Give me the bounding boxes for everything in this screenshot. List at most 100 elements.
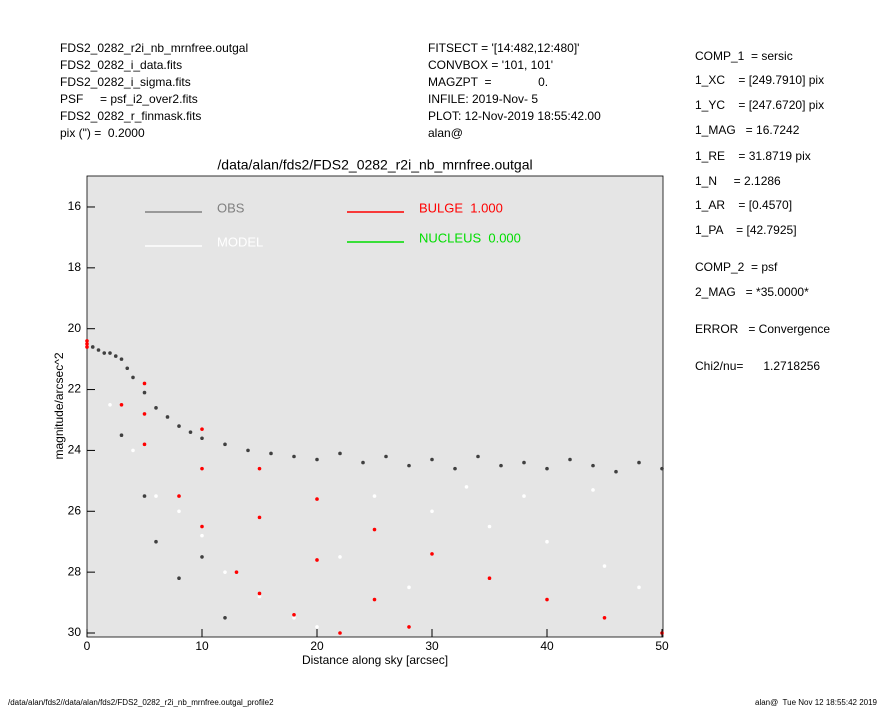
- info-line: COMP_1 = sersic: [695, 49, 793, 63]
- data-point: [407, 585, 411, 590]
- data-point: [142, 390, 147, 395]
- data-point: [545, 539, 549, 544]
- plot-area: [86, 175, 664, 638]
- data-point: [292, 454, 296, 459]
- data-point: [602, 564, 607, 568]
- y-tick-label: 20: [68, 321, 82, 335]
- data-point: [315, 558, 319, 562]
- info-line: 2_MAG = *35.0000*: [695, 285, 809, 299]
- data-point: [338, 451, 342, 456]
- x-tick-label: 10: [195, 639, 209, 653]
- data-point: [96, 348, 101, 352]
- data-point: [246, 448, 250, 453]
- data-point: [119, 357, 124, 361]
- data-point: [384, 454, 388, 459]
- header-line: FITSECT = '[14:482,12:480]': [428, 41, 579, 55]
- y-tick-label: 22: [68, 382, 82, 396]
- data-point: [90, 345, 95, 349]
- x-tick-label: 40: [540, 639, 554, 653]
- header-line: alan@: [428, 126, 463, 140]
- data-point: [487, 524, 492, 529]
- legend-label: NUCLEUS 0.000: [419, 230, 521, 245]
- data-point: [177, 576, 181, 581]
- info-line: 1_RE = 31.8719 pix: [695, 149, 811, 163]
- data-point: [85, 345, 89, 349]
- data-point: [292, 612, 296, 617]
- data-point: [188, 430, 193, 434]
- x-tick-label: 30: [425, 639, 439, 653]
- data-point: [660, 466, 664, 471]
- data-point: [591, 488, 595, 492]
- footer-left: /data/alan/fds2//data/alan/fds2/FDS2_028…: [8, 698, 274, 707]
- data-point: [637, 460, 641, 465]
- data-point: [142, 412, 147, 416]
- data-point: [361, 460, 365, 465]
- data-point: [108, 402, 112, 407]
- y-tick-label: 18: [68, 260, 82, 274]
- data-point: [614, 469, 618, 474]
- data-point: [372, 494, 377, 498]
- x-tick-label: 0: [84, 639, 91, 653]
- data-point: [108, 351, 112, 355]
- data-point: [223, 615, 227, 620]
- data-point: [223, 570, 227, 574]
- points: [85, 339, 664, 635]
- data-point: [499, 463, 503, 468]
- data-point: [568, 457, 572, 462]
- data-point: [372, 597, 377, 602]
- legend-label: MODEL: [217, 234, 263, 249]
- header-line: FDS2_0282_r2i_nb_mrnfree.outgal: [60, 41, 248, 55]
- data-point: [407, 625, 411, 629]
- x-tick-label: 50: [655, 639, 669, 653]
- data-point: [315, 497, 319, 501]
- info-line: 1_MAG = 16.7242: [695, 123, 800, 137]
- data-point: [602, 615, 607, 620]
- data-point: [200, 524, 204, 529]
- data-point: [131, 448, 135, 453]
- info-line: Chi2/nu= 1.2718256: [695, 359, 820, 373]
- data-point: [430, 457, 434, 462]
- data-point: [165, 415, 170, 419]
- y-tick-label: 30: [68, 625, 82, 639]
- data-point: [315, 457, 319, 462]
- data-point: [113, 354, 118, 358]
- info-line: 1_XC = [249.7910] pix: [695, 73, 824, 87]
- header-line: MAGZPT = 0.: [428, 75, 548, 89]
- data-point: [257, 591, 262, 596]
- info-line: 1_YC = [247.6720] pix: [695, 98, 824, 112]
- data-point: [154, 406, 158, 410]
- data-point: [85, 339, 89, 343]
- data-point: [257, 466, 262, 471]
- data-point: [637, 585, 641, 590]
- info-line: 1_PA = [42.7925]: [695, 223, 797, 237]
- data-point: [269, 451, 273, 456]
- data-point: [119, 433, 124, 438]
- data-point: [315, 625, 319, 629]
- data-point: [476, 454, 480, 459]
- header-line: INFILE: 2019-Nov- 5: [428, 92, 538, 106]
- data-point: [200, 466, 204, 471]
- data-point: [430, 552, 434, 556]
- data-point: [338, 631, 342, 635]
- header-line: PLOT: 12-Nov-2019 18:55:42.00: [428, 109, 601, 123]
- data-point: [292, 615, 296, 620]
- data-point: [257, 594, 262, 599]
- footer-right: alan@ Tue Nov 12 18:55:42 2019: [755, 698, 878, 707]
- info-line: 1_N = 2.1286: [695, 174, 781, 188]
- data-point: [154, 494, 158, 498]
- header-line: pix (") = 0.2000: [60, 126, 145, 140]
- header-line: FDS2_0282_i_data.fits: [60, 58, 182, 72]
- x-tick-label: 20: [310, 639, 324, 653]
- data-point: [545, 597, 549, 602]
- chart-title: /data/alan/fds2/FDS2_0282_r2i_nb_mrnfree…: [217, 157, 532, 173]
- y-tick-label: 16: [68, 199, 82, 213]
- data-point: [200, 555, 204, 559]
- data-point: [234, 570, 239, 574]
- info-line: 1_AR = [0.4570]: [695, 198, 792, 212]
- data-point: [407, 463, 411, 468]
- data-point: [522, 460, 526, 465]
- data-point: [85, 342, 89, 346]
- data-point: [177, 424, 181, 428]
- data-point: [223, 442, 227, 447]
